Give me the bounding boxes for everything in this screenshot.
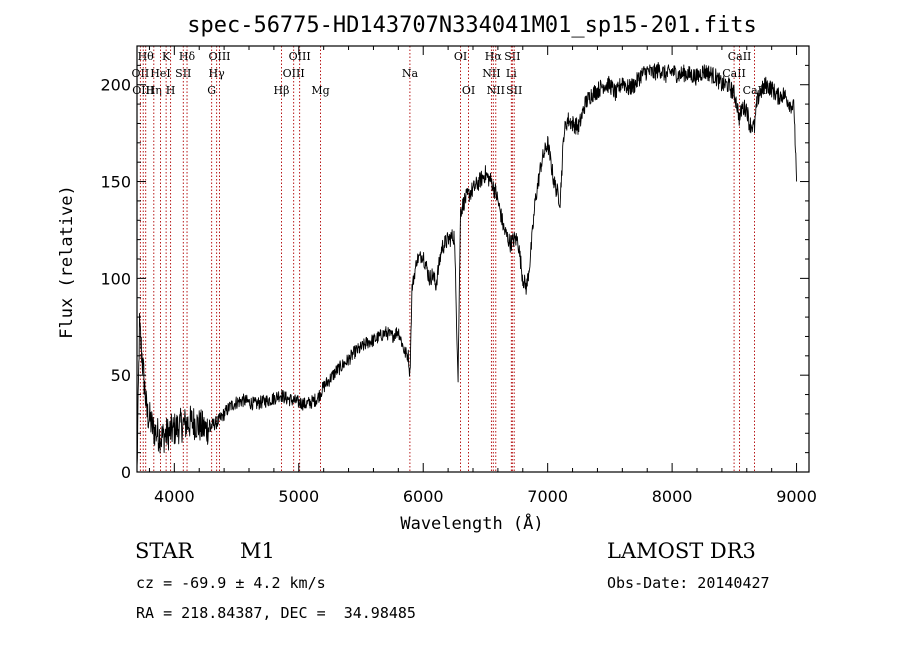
x-axis-label: Wavelength (Å) [400,512,543,534]
x-tick-label-2: 6000 [403,487,444,506]
x-tick-label-4: 8000 [652,487,693,506]
line-marker-label-0: OII [132,67,150,80]
line-marker-label-13: OIII [283,67,305,80]
line-marker-label-26: CaII [728,50,752,63]
line-marker-label-22: Li [506,67,517,80]
line-marker-label-5: K [162,50,171,63]
line-marker-label-3: Hη [146,84,162,97]
plot-frame [136,45,810,473]
x-tick-label-5: 9000 [776,487,817,506]
line-marker-label-4: HeI [150,67,170,80]
line-marker-label-16: Na [402,67,419,80]
redshift-cz: cz = -69.9 ± 4.2 km/s [136,574,326,592]
axes: 4000 5000 6000 7000 8000 9000 0 50 100 150 200 [100,46,817,506]
line-marker-label-6: H [166,84,176,97]
x-tick-label-0: 4000 [154,487,195,506]
line-marker-label-17: OI [454,50,467,63]
line-marker-label-12: Hβ [274,84,290,97]
spectrum-series [136,61,798,467]
survey-name: LAMOST DR3 [607,539,756,563]
line-marker-label-18: OI [462,84,475,97]
line-marker-label-25: CaII [722,67,746,80]
y-tick-label-4: 200 [100,76,131,95]
line-marker-label-20: Hα [485,50,503,63]
line-marker-label-7: SII [175,67,191,80]
line-marker-label-2: Hθ [138,50,155,63]
line-marker-label-9: G [207,84,216,97]
line-marker-label-11: OIII [208,50,230,63]
line-marker-label-1: OIII [132,84,154,97]
line-marker-label-15: Mg [311,84,329,97]
line-marker-label-8: Hδ [179,50,196,63]
y-tick-label-1: 50 [111,366,131,385]
y-tick-label-2: 100 [100,269,131,288]
spectrum-line-0 [136,61,798,467]
y-tick-label-0: 0 [121,463,131,482]
object-class: STAR [135,539,194,563]
x-tick-label-3: 7000 [527,487,568,506]
chart-title: spec-56775-HD143707N334041M01_sp15-201.f… [187,13,757,38]
y-axis-label: Flux (relative) [57,185,77,339]
line-marker-label-23: SII [504,50,520,63]
line-marker-label-14: OIII [289,50,311,63]
observation-date: Obs-Date: 20140427 [607,574,770,592]
spectral-line-markers: OII OIII Hθ Hη HeI K H SII Hδ G Hγ OIII Hβ OIII OIII Mg… [132,46,766,472]
line-marker-label-21: NII [487,84,505,97]
line-marker-label-10: Hγ [209,67,226,80]
coordinates: RA = 218.84387, DEC = 34.98485 [136,604,416,622]
line-marker-label-19: NII [482,67,500,80]
object-subclass: M1 [240,539,275,563]
x-tick-label-1: 5000 [278,487,319,506]
y-tick-label-3: 150 [100,173,131,192]
line-marker-label-24: SII [506,84,522,97]
